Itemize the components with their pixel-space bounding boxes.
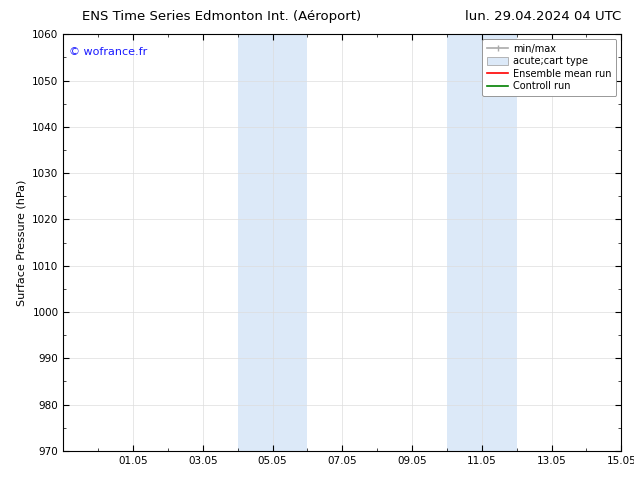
Legend: min/max, acute;cart type, Ensemble mean run, Controll run: min/max, acute;cart type, Ensemble mean … [482,39,616,96]
Y-axis label: Surface Pressure (hPa): Surface Pressure (hPa) [16,179,27,306]
Bar [447,34,517,451]
Text: lun. 29.04.2024 04 UTC: lun. 29.04.2024 04 UTC [465,10,621,23]
Bar [238,34,307,451]
Text: ENS Time Series Edmonton Int. (Aéroport): ENS Time Series Edmonton Int. (Aéroport) [82,10,361,23]
Text: © wofrance.fr: © wofrance.fr [69,47,147,57]
